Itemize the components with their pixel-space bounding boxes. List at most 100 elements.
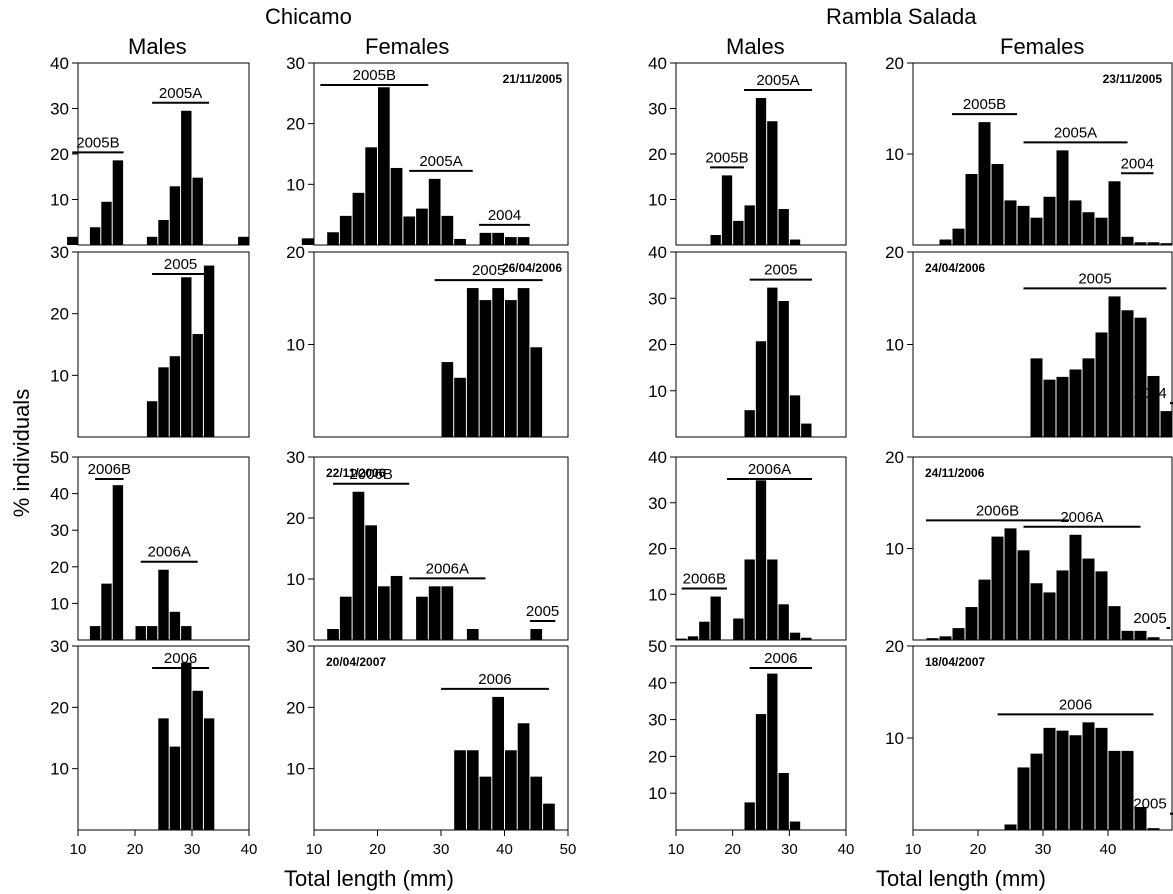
panel-15-ytick-label: 40 [648, 674, 667, 693]
panel-15-xtick-label: 20 [724, 841, 741, 858]
panel-14-cohort-label: 2006 [478, 671, 511, 688]
panel-9-bar [181, 626, 192, 640]
panel-4-bar [1082, 212, 1095, 245]
panel-2-bar [416, 208, 428, 245]
panel-1-bar [238, 236, 249, 245]
panel-15-xtick-label: 10 [668, 841, 685, 858]
panel-9-ytick-label: 20 [50, 558, 69, 577]
panel-4-date-label: 23/11/2005 [1103, 72, 1163, 86]
panel-12-bar [1095, 571, 1108, 640]
panel-4-bar [1017, 205, 1030, 245]
panel-15-xtick-label: 30 [781, 841, 798, 858]
panel-2-ytick-label: 20 [286, 115, 305, 134]
panel-7-bar [778, 301, 789, 437]
panel-7-bar [744, 410, 755, 437]
panel-10-bar [327, 629, 339, 640]
panel-12-date-label: 24/11/2006 [925, 466, 985, 480]
panel-12-bar [1147, 637, 1160, 640]
panel-12-bar [1069, 534, 1082, 640]
panel-2-bar [428, 178, 441, 245]
panel-11-bar [687, 636, 699, 640]
panel-2-bar [352, 192, 365, 245]
panel-9-bar [169, 611, 181, 640]
panel-7-ytick-label: 20 [648, 336, 667, 355]
panel-3-cohort-label: 2005B [705, 149, 748, 166]
panel-10-bar [530, 629, 543, 640]
panel-13-xtick-label: 30 [184, 841, 201, 858]
panel-8-cohort-label: 2004 [1133, 385, 1166, 402]
panel-10-bar [441, 586, 454, 640]
panel-3-ytick-label: 30 [648, 100, 667, 119]
site-title-rambla-salada: Rambla Salada [826, 4, 977, 29]
panel-1-bar [158, 219, 169, 245]
panel-14-ytick-label: 20 [286, 698, 305, 717]
panel-4-bar [965, 174, 978, 245]
panel-4-cohort-label: 2005B [963, 96, 1006, 113]
panel-11-ytick-label: 10 [648, 585, 667, 604]
panel-5-bar [146, 401, 158, 437]
panel-1-cohort-label: 2005B [76, 134, 119, 151]
panel-16-bar [1017, 767, 1030, 830]
panel-10-bar [428, 586, 441, 640]
panel-16-ytick-label: 20 [885, 637, 904, 656]
panel-2-cohort-label: 2005B [353, 67, 396, 84]
panel-16-bar [1043, 727, 1056, 830]
panel-15-cohort-label: 2006 [764, 650, 797, 667]
panel-9-bar [135, 626, 146, 640]
panel-1-bar [192, 177, 203, 245]
panel-12-bar [978, 579, 991, 640]
panel-4-bar [1043, 196, 1056, 245]
panel-14-bar [466, 750, 479, 830]
panel-8-bar [1121, 310, 1134, 437]
panel-6-bar [492, 288, 504, 437]
panel-14-bar [492, 696, 504, 830]
panel-2-bar [390, 167, 403, 245]
panel-16-bar [1030, 753, 1043, 830]
panel-12-ytick-label: 10 [885, 540, 904, 559]
panel-9-ytick-label: 50 [50, 448, 69, 467]
panel-1-bar [101, 201, 112, 245]
panel-16-bar [1095, 727, 1108, 830]
panel-7-ytick-label: 10 [648, 382, 667, 401]
panel-15-bar [767, 673, 778, 830]
panel-5-bar [192, 334, 203, 437]
panel-16-bar [1004, 824, 1017, 830]
panel-13-xtick-label: 10 [70, 841, 87, 858]
panel-11-bar [744, 559, 755, 640]
panel-11-bar [801, 637, 812, 640]
panel-16-bar [1134, 807, 1147, 830]
panel-15-ytick-label: 50 [648, 637, 667, 656]
panel-10-ytick-label: 10 [286, 570, 305, 589]
panel-9-bar [112, 485, 124, 640]
panel-11-ytick-label: 20 [648, 540, 667, 559]
panel-8-cohort-label: 2005 [1078, 270, 1111, 287]
panel-14-xtick-label: 20 [369, 841, 386, 858]
panel-16-xtick-label: 30 [1035, 841, 1052, 858]
panel-1-bar [169, 186, 181, 245]
panel-5-bar [181, 277, 192, 437]
panel-10-bar [339, 596, 352, 640]
panel-5-ytick-label: 10 [50, 366, 69, 385]
panel-4-bar [1030, 217, 1043, 245]
panel-1-ytick-label: 40 [50, 54, 69, 73]
panel-7-bar [789, 395, 801, 437]
panel-14-xtick-label: 40 [496, 841, 513, 858]
panel-15-bar [744, 802, 755, 830]
panel-10-bar [352, 491, 365, 640]
panel-9-bar [101, 583, 112, 640]
panel-2-date-label: 21/11/2005 [503, 72, 563, 86]
panel-15-bar [755, 714, 767, 830]
panel-1-ytick-label: 30 [50, 100, 69, 119]
panel-16-bar [1056, 730, 1069, 830]
column-title-chicamo-females: Females [365, 34, 450, 59]
column-title-rambla-males: Males [726, 34, 785, 59]
panel-10-bar [416, 596, 428, 640]
panel-12-bar [1030, 583, 1043, 640]
panel-6-bar [454, 377, 466, 437]
panel-16-bar [1108, 750, 1121, 830]
panel-9-cohort-label: 2006B [88, 461, 131, 478]
panel-8-bar [1030, 358, 1043, 437]
panel-3-bar [767, 121, 778, 245]
column-title-chicamo-males: Males [128, 34, 187, 59]
panel-3-ytick-label: 40 [648, 54, 667, 73]
